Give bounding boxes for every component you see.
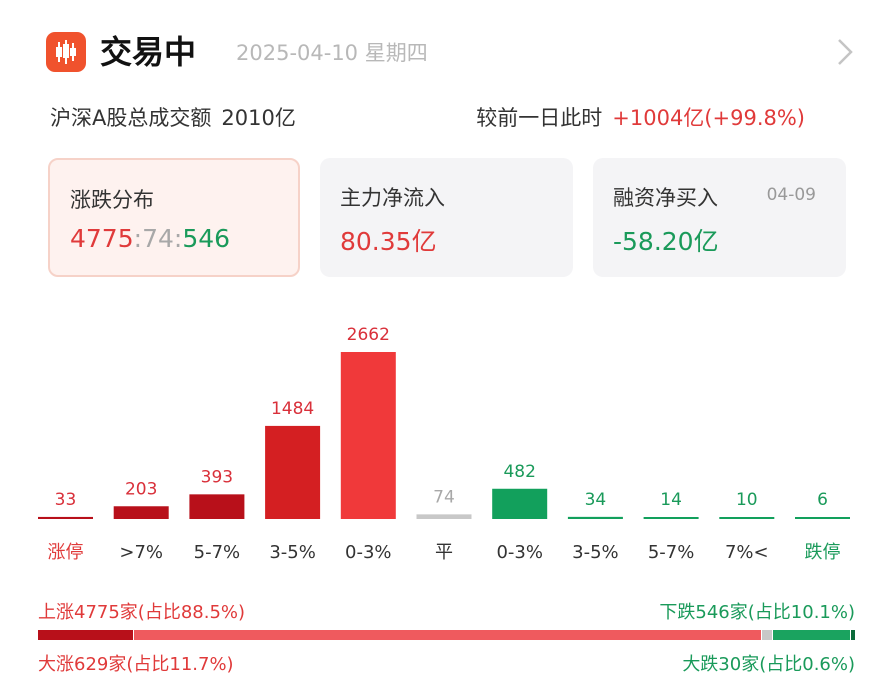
bar-value-label: 6 xyxy=(817,490,828,510)
compare-value: +1004亿(+99.8%) xyxy=(612,106,805,130)
up-count: 4775 xyxy=(70,224,134,253)
margin-date: 04-09 xyxy=(766,185,816,205)
category-label: >7% xyxy=(119,542,163,563)
rise-segment xyxy=(133,630,761,640)
category-label: 平 xyxy=(435,542,453,563)
bar-5 xyxy=(416,514,472,519)
bar-value-label: 203 xyxy=(125,479,157,499)
big-fall-legend: 大跌30家(占比0.6%) xyxy=(682,654,855,675)
flat-count: 74 xyxy=(142,224,174,253)
category-label: 5-7% xyxy=(194,542,241,563)
category-label: 0-3% xyxy=(345,542,392,563)
category-label: 0-3% xyxy=(496,542,543,563)
category-label: 涨停 xyxy=(48,542,84,563)
main-flow-value: 80.35亿 xyxy=(340,227,437,256)
category-label: 跌停 xyxy=(805,542,841,563)
bar-value-label: 393 xyxy=(201,467,233,487)
bar-10 xyxy=(795,517,850,519)
bar-9 xyxy=(719,517,775,519)
bar-value-label: 33 xyxy=(55,490,77,510)
big-rise-legend: 大涨629家(占比11.7%) xyxy=(38,654,234,675)
bar-4 xyxy=(340,352,396,519)
ratio-separator: : xyxy=(173,224,183,253)
big-rise-segment xyxy=(38,630,133,640)
distribution-label: 涨跌分布 xyxy=(70,188,154,212)
category-label: 5-7% xyxy=(648,542,695,563)
bar-1 xyxy=(113,506,169,519)
rise-legend: 上涨4775家(占比88.5%) xyxy=(38,602,246,623)
chevron-right-icon[interactable] xyxy=(834,36,856,68)
margin-label: 融资净买入 xyxy=(613,186,718,210)
distribution-chart: 33 涨停 203 >7% 393 5-7% 1484 3-5% 2662 0-3% 74 平 482 0… xyxy=(38,325,850,563)
bar-2 xyxy=(189,494,245,519)
turnover-summary: 沪深A股总成交额 2010亿 较前一日此时 +1004亿(+99.8%) xyxy=(50,102,805,134)
trade-date: 2025-04-10 星期四 xyxy=(236,41,428,65)
turnover-value: 2010亿 xyxy=(221,106,296,130)
card-margin[interactable]: 融资净买入 04-09 -58.20亿 xyxy=(593,158,846,277)
turnover-label: 沪深A股总成交额 xyxy=(50,106,212,130)
bar-7 xyxy=(567,516,623,519)
ratio-separator: : xyxy=(133,224,143,253)
compare-label: 较前一日此时 xyxy=(476,106,603,130)
category-label: 3-5% xyxy=(572,542,619,563)
page-title: 交易中 xyxy=(100,33,197,71)
bar-value-label: 74 xyxy=(433,487,455,507)
category-label: 3-5% xyxy=(269,542,316,563)
bar-value-label: 1484 xyxy=(271,399,314,419)
fall-segment xyxy=(773,630,851,640)
bar-8 xyxy=(643,517,699,519)
down-count: 546 xyxy=(182,224,231,253)
distribution-value: 4775:74:546 xyxy=(70,224,230,253)
big-fall-segment xyxy=(851,630,855,640)
header: 交易中 2025-04-10 星期四 xyxy=(46,30,856,74)
card-main-flow[interactable]: 主力净流入 80.35亿 xyxy=(320,158,573,277)
margin-value: -58.20亿 xyxy=(613,227,719,256)
bar-6 xyxy=(492,488,548,519)
ratio-bar xyxy=(38,630,856,640)
bar-value-label: 10 xyxy=(736,490,758,510)
bar-value-label: 34 xyxy=(585,490,607,510)
flat-segment xyxy=(761,630,773,640)
candlestick-icon xyxy=(46,32,86,72)
bar-0 xyxy=(38,516,93,519)
bar-value-label: 14 xyxy=(660,490,682,510)
category-label: 7%< xyxy=(725,542,769,563)
bar-value-label: 482 xyxy=(503,462,535,482)
bar-value-label: 2662 xyxy=(347,325,390,345)
card-distribution[interactable]: 涨跌分布 4775:74:546 xyxy=(48,158,300,277)
fall-legend: 下跌546家(占比10.1%) xyxy=(659,602,855,623)
bar-3 xyxy=(265,425,321,519)
main-flow-label: 主力净流入 xyxy=(340,186,445,210)
